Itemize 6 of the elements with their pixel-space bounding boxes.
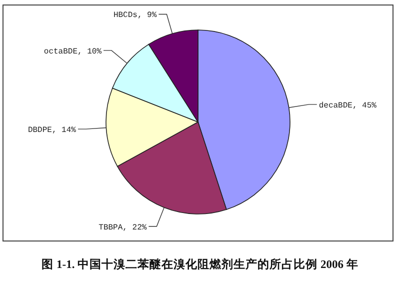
slice-label: octaBDE, 10% (44, 47, 102, 56)
slice-label: HBCDs, 9% (113, 11, 157, 20)
slice-label: decaBDE, 45% (318, 101, 377, 110)
caption: 图 1-1. 中国十溴二苯醚在溴化阻燃剂生产的所占比例 2006 年 (42, 257, 358, 271)
slice-label: TBBPA, 22% (98, 223, 147, 232)
slice-label: DBDPE, 14% (28, 126, 76, 136)
